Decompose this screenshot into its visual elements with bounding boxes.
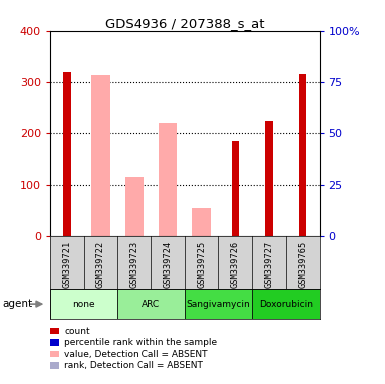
Text: percentile rank within the sample: percentile rank within the sample <box>64 338 218 347</box>
Title: GDS4936 / 207388_s_at: GDS4936 / 207388_s_at <box>105 17 264 30</box>
Text: Doxorubicin: Doxorubicin <box>259 300 313 309</box>
Bar <box>159 123 177 236</box>
Text: GSM339726: GSM339726 <box>231 240 240 288</box>
Bar <box>232 141 239 236</box>
Text: rank, Detection Call = ABSENT: rank, Detection Call = ABSENT <box>64 361 203 370</box>
Bar <box>63 72 70 236</box>
Text: GSM339722: GSM339722 <box>96 240 105 288</box>
Bar <box>185 289 252 319</box>
Bar <box>192 208 211 236</box>
Text: GSM339725: GSM339725 <box>197 240 206 288</box>
Bar <box>117 289 185 319</box>
Bar <box>125 177 144 236</box>
Text: GSM339727: GSM339727 <box>264 240 273 288</box>
Text: GSM339765: GSM339765 <box>298 240 307 288</box>
Text: GSM339721: GSM339721 <box>62 240 71 288</box>
Text: agent: agent <box>2 299 32 309</box>
Bar <box>91 75 110 236</box>
Text: Sangivamycin: Sangivamycin <box>187 300 250 309</box>
Text: none: none <box>72 300 95 309</box>
Bar <box>299 74 306 236</box>
Text: value, Detection Call = ABSENT: value, Detection Call = ABSENT <box>64 349 208 359</box>
Bar <box>252 289 320 319</box>
Text: GSM339724: GSM339724 <box>164 240 172 288</box>
Bar <box>50 289 117 319</box>
Text: ARC: ARC <box>142 300 160 309</box>
Text: GSM339723: GSM339723 <box>130 240 139 288</box>
Text: count: count <box>64 326 90 336</box>
Bar <box>265 121 273 236</box>
